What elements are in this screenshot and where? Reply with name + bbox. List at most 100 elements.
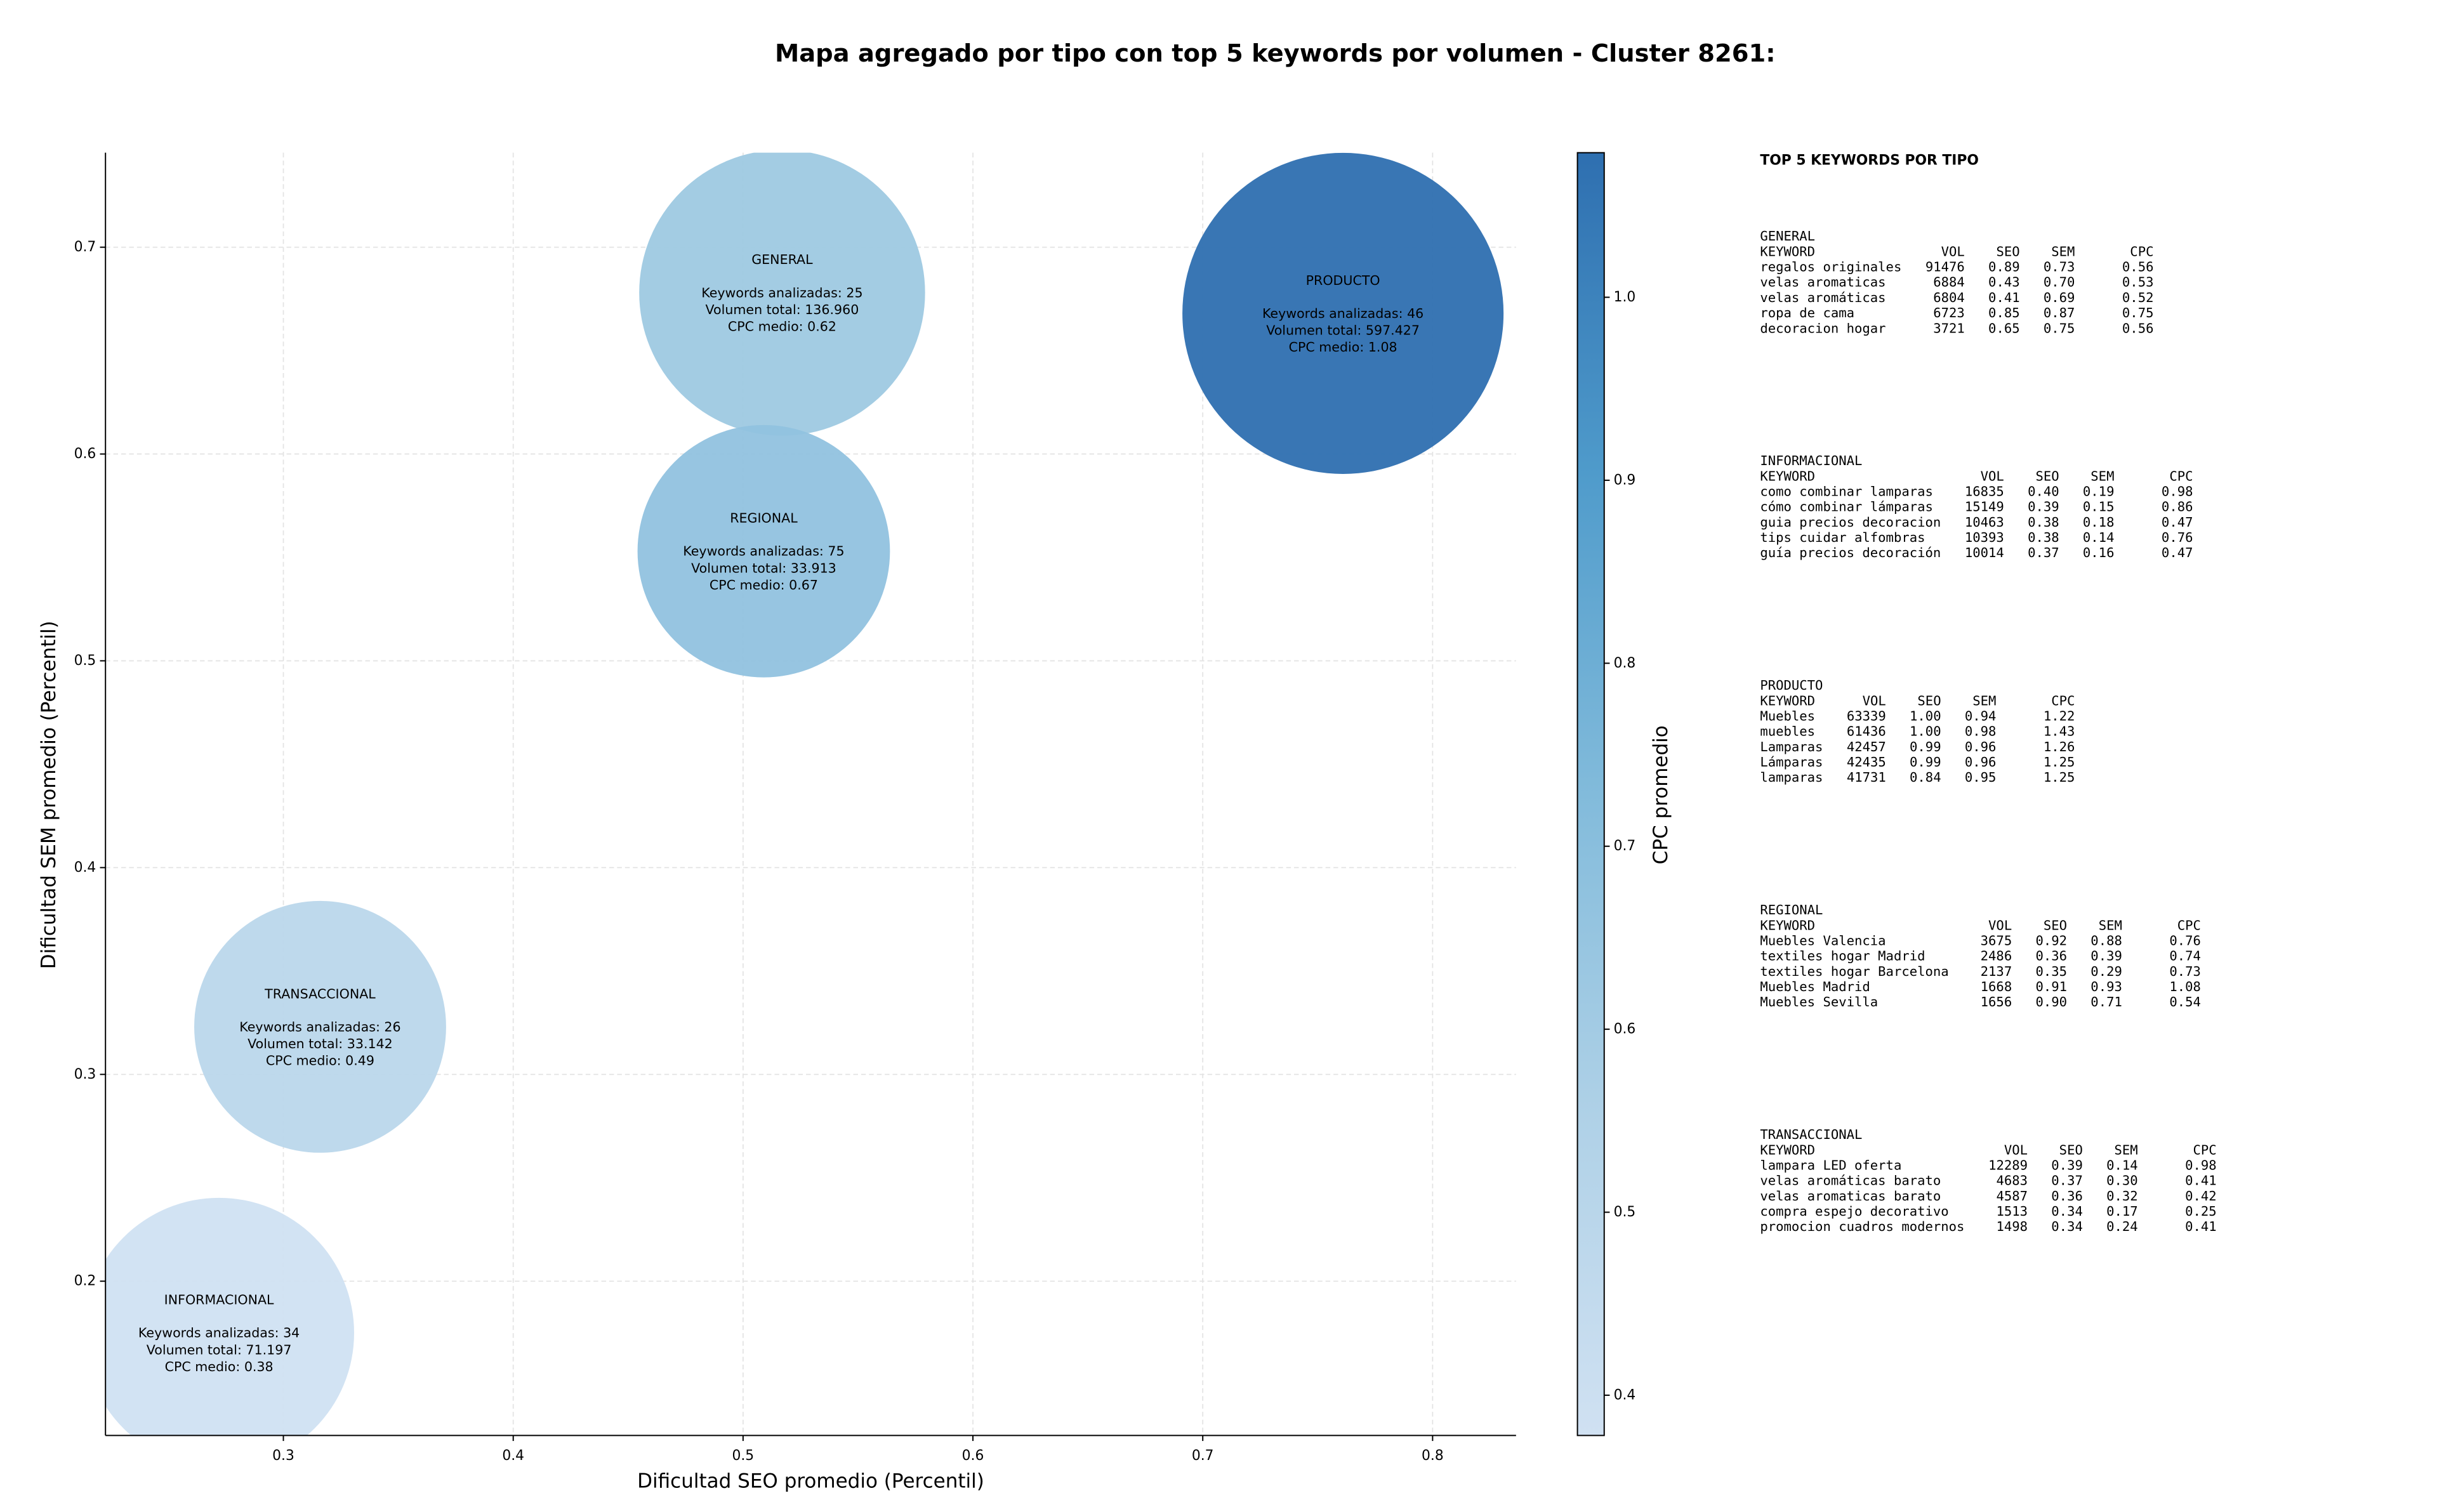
- table-cell: 1.25: [2044, 754, 2075, 770]
- table-cell: 0.85: [1988, 305, 2020, 320]
- bubble-detail: CPC medio: 0.62: [728, 319, 836, 334]
- table-cell: 0.19: [2083, 484, 2115, 499]
- table-cell: 0.56: [2122, 320, 2154, 336]
- table-cell: 0.87: [2044, 305, 2075, 320]
- table-header: SEM: [2099, 917, 2122, 933]
- table-cell: Lámparas: [1760, 754, 1823, 770]
- table-header: SEM: [1972, 693, 1996, 708]
- table-cell: 6884: [1933, 275, 1965, 290]
- table-cell: 0.76: [2162, 530, 2193, 545]
- y-tick-label: 0.2: [74, 1273, 96, 1289]
- colorbar: [1576, 152, 1605, 1436]
- table-cell: guía precios decoración: [1760, 545, 1941, 560]
- bubble-detail: Volumen total: 71.197: [147, 1342, 292, 1357]
- table-cell: guia precios decoracion: [1760, 515, 1941, 530]
- bubble-detail: Keywords analizadas: 25: [701, 285, 862, 300]
- table-cell: 0.40: [2028, 484, 2059, 499]
- table-cell: 0.32: [2106, 1188, 2138, 1204]
- table-cell: 0.39: [2090, 949, 2122, 964]
- table-cell: como combinar lamparas: [1760, 484, 1933, 499]
- table-cell: 0.84: [1910, 770, 1941, 785]
- table-cell: ropa de cama: [1760, 305, 1854, 320]
- table-header: KEYWORD: [1760, 1142, 1815, 1157]
- table-cell: 0.36: [2051, 1188, 2083, 1204]
- table-cell: 10393: [1965, 530, 2004, 545]
- table-cell: 0.95: [1965, 770, 1997, 785]
- table-cell: 0.88: [2090, 933, 2122, 948]
- table-cell: 0.89: [1988, 260, 2020, 275]
- table-cell: 1.00: [1910, 708, 1941, 723]
- bubble-detail: CPC medio: 0.67: [710, 577, 818, 593]
- bubble: [637, 424, 890, 678]
- bubble-name: GENERAL: [751, 252, 813, 267]
- table-cell: 0.73: [2169, 964, 2201, 979]
- table-cell: 2486: [1981, 949, 2012, 964]
- table-cell: 1.08: [2169, 979, 2201, 994]
- bubble-name: INFORMACIONAL: [164, 1292, 274, 1308]
- table-cell: Muebles: [1760, 708, 1815, 723]
- table-header: SEM: [2090, 468, 2114, 483]
- table-cell: 0.86: [2162, 499, 2193, 515]
- table-cell: 1668: [1981, 979, 2012, 994]
- table-header: SEO: [1917, 693, 1941, 708]
- y-tick-label: 0.5: [74, 653, 96, 669]
- table-cell: 0.39: [2028, 499, 2059, 515]
- colorbar-tick-label: 0.9: [1614, 472, 1636, 488]
- table-cell: Muebles Sevilla: [1760, 994, 1878, 1009]
- bubble-detail: CPC medio: 1.08: [1289, 339, 1397, 355]
- y-tick-label: 0.6: [74, 446, 96, 462]
- table-cell: textiles hogar Barcelona: [1760, 964, 1948, 979]
- table-cell: 1.22: [2044, 708, 2075, 723]
- colorbar-tick-label: 0.5: [1614, 1204, 1636, 1220]
- bubble: [194, 900, 446, 1153]
- table-cell: 4587: [1996, 1188, 2028, 1204]
- table-cell: 0.38: [2028, 515, 2059, 530]
- bubble: [639, 152, 925, 436]
- table-cell: 1513: [1996, 1204, 2028, 1219]
- table-header: SEO: [1996, 244, 2019, 259]
- table-cell: 1498: [1996, 1219, 2028, 1234]
- table-cell: 0.41: [2185, 1173, 2217, 1188]
- table-cell: 0.90: [2035, 994, 2067, 1009]
- bubble-detail: Volumen total: 33.142: [248, 1036, 393, 1051]
- x-tick-label: 0.3: [272, 1448, 294, 1464]
- table-cell: 0.99: [1910, 754, 1941, 770]
- table-cell: 0.75: [2044, 320, 2075, 336]
- table-header: KEYWORD: [1760, 468, 1815, 483]
- table-cell: 0.24: [2106, 1219, 2138, 1234]
- table-cell: lampara LED oferta: [1760, 1157, 1901, 1173]
- table-header: VOL: [1863, 693, 1886, 708]
- table-cell: 0.91: [2035, 979, 2067, 994]
- table-cell: 0.52: [2122, 290, 2154, 305]
- axes: 0.3 0.4 0.5 0.6 0.7 0.8 0.2 0.3 0.4 0.5 0.6 0.7 0.4 0…: [74, 152, 1636, 1464]
- bubble: [105, 1197, 354, 1436]
- table-cell: textiles hogar Madrid: [1760, 949, 1925, 964]
- table-cell: 0.41: [1988, 290, 2020, 305]
- table-cell: 1.26: [2044, 739, 2075, 754]
- table-header: SEO: [2044, 917, 2067, 933]
- section-title: INFORMACIONAL: [1760, 453, 1862, 468]
- table-cell: velas aromaticas barato: [1760, 1188, 1941, 1204]
- table-cell: 63339: [1847, 708, 1886, 723]
- table-cell: 0.16: [2083, 545, 2115, 560]
- table-cell: cómo combinar lámparas: [1760, 499, 1933, 515]
- table-header: SEO: [2035, 468, 2059, 483]
- table-cell: 0.38: [2028, 530, 2059, 545]
- table-cell: 0.65: [1988, 320, 2020, 336]
- colorbar-tick-label: 1.0: [1614, 289, 1636, 305]
- table-cell: 0.14: [2083, 530, 2115, 545]
- table-cell: 0.56: [2122, 260, 2154, 275]
- table-cell: 0.34: [2051, 1204, 2083, 1219]
- table-header: VOL: [1988, 917, 2012, 933]
- table-cell: 6723: [1933, 305, 1965, 320]
- colorbar-label: CPC promedio: [1649, 725, 1672, 864]
- table-cell: 42457: [1847, 739, 1886, 754]
- bubble-name: PRODUCTO: [1306, 273, 1380, 288]
- y-tick-label: 0.4: [74, 860, 96, 876]
- chart-title: Mapa agregado por tipo con top 5 keyword…: [775, 39, 1776, 68]
- table-cell: 12289: [1988, 1157, 2028, 1173]
- table-cell: 6804: [1933, 290, 1965, 305]
- y-axis-label: Dificultad SEM promedio (Percentil): [37, 621, 60, 969]
